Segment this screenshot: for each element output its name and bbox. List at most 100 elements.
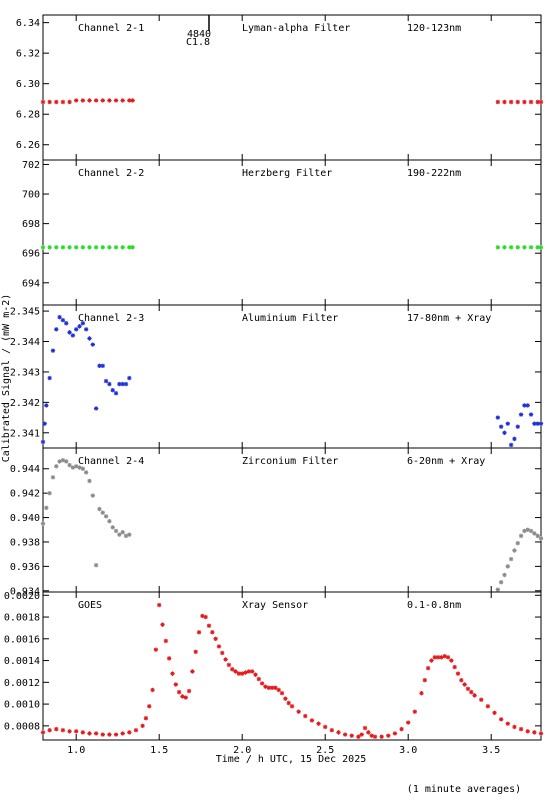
data-point — [90, 493, 95, 498]
series-2 — [495, 527, 544, 592]
data-point — [40, 439, 46, 445]
y-tick-label: 0.0016 — [4, 634, 40, 645]
data-point — [93, 731, 99, 736]
data-point — [130, 245, 135, 250]
data-point — [60, 245, 66, 250]
channel-label: Channel 2-1 — [78, 23, 144, 34]
data-point — [512, 548, 517, 553]
y-tick-label: 2.344 — [10, 337, 40, 348]
x-tick-label: 2.0 — [233, 745, 251, 756]
data-point — [495, 415, 501, 420]
data-point — [60, 99, 66, 105]
data-point — [113, 528, 119, 534]
data-point — [74, 98, 79, 103]
data-point — [528, 99, 534, 105]
data-point — [127, 730, 132, 735]
data-point — [455, 671, 461, 676]
data-point — [432, 655, 437, 660]
channel-label: GOES — [78, 600, 102, 611]
data-point — [107, 381, 112, 387]
data-point — [44, 505, 49, 510]
series-1 — [40, 314, 132, 445]
data-point — [508, 556, 514, 562]
data-point — [67, 462, 72, 468]
data-point — [429, 658, 434, 663]
data-point — [47, 728, 52, 733]
data-point — [412, 709, 418, 714]
data-point — [80, 245, 86, 250]
data-point — [70, 333, 76, 338]
y-tick-label: 0.0012 — [4, 678, 40, 689]
data-point — [143, 716, 149, 721]
data-point — [213, 636, 218, 641]
data-point — [518, 726, 524, 732]
panel-frame — [42, 447, 542, 593]
data-point — [87, 478, 92, 484]
data-point — [67, 330, 72, 335]
data-point — [535, 533, 540, 539]
data-point — [196, 630, 202, 635]
data-point — [163, 638, 169, 644]
data-point — [502, 572, 507, 578]
data-point — [286, 700, 291, 706]
data-point — [508, 442, 514, 448]
data-point — [100, 245, 105, 250]
data-point — [502, 430, 507, 435]
data-point — [522, 528, 527, 534]
data-point — [127, 532, 132, 537]
filter-label: Lyman-alpha Filter — [242, 23, 350, 34]
data-point — [508, 245, 514, 250]
y-tick-label: 6.34 — [16, 18, 40, 29]
filter-label: Aluminium Filter — [242, 313, 338, 324]
data-point — [150, 687, 155, 693]
data-point — [372, 734, 378, 739]
data-point — [54, 464, 59, 469]
data-point — [107, 98, 112, 103]
panel-2: 702 700 698 696 694 Channel 2-2 Herzberg Filte… — [22, 159, 544, 306]
data-point — [130, 98, 135, 103]
channel-label: Channel 2-3 — [78, 313, 144, 324]
y-tick-label: 694 — [22, 278, 40, 289]
data-point — [80, 98, 86, 103]
data-point — [93, 245, 99, 250]
panel-1: 6.34 6.32 6.30 6.28 6.26 Channel 2-1 Lyman-alp… — [16, 14, 544, 161]
data-point — [366, 730, 371, 735]
data-point — [120, 98, 125, 103]
data-point — [216, 644, 222, 649]
data-point — [439, 655, 444, 660]
data-point — [240, 671, 245, 676]
data-point — [259, 681, 265, 686]
data-point — [113, 732, 119, 737]
panel-frame — [42, 159, 542, 306]
series-1 — [40, 98, 135, 105]
data-point — [512, 436, 517, 442]
series-1 — [40, 245, 135, 250]
data-point — [77, 465, 82, 470]
data-point — [107, 245, 112, 250]
data-point — [230, 667, 235, 672]
data-point — [67, 729, 72, 734]
data-point — [535, 245, 540, 250]
panels: 6.34 6.32 6.30 6.28 6.26 Channel 2-1 Lyman-alp… — [4, 14, 544, 741]
data-point — [495, 245, 501, 250]
band-label: 6-20nm + Xray — [407, 456, 485, 467]
y-tick-label: 6.30 — [16, 79, 40, 90]
y-tick-label: 0.942 — [10, 489, 40, 500]
data-point — [176, 689, 182, 695]
series-2 — [495, 403, 544, 448]
data-point — [83, 327, 89, 332]
data-point — [67, 99, 72, 105]
data-point — [100, 510, 105, 515]
data-point — [362, 725, 368, 731]
band-label: 17-80nm + Xray — [407, 313, 491, 324]
panel-frame — [42, 304, 542, 449]
series-1 — [40, 458, 132, 568]
data-point — [459, 677, 464, 683]
data-point — [64, 321, 69, 326]
data-point — [502, 245, 507, 250]
data-point — [93, 98, 99, 103]
x-axis-label: Time / h UTC, 15 Dec 2025 — [216, 754, 367, 765]
data-point — [47, 490, 52, 496]
data-point — [296, 709, 301, 714]
data-point — [532, 730, 537, 735]
